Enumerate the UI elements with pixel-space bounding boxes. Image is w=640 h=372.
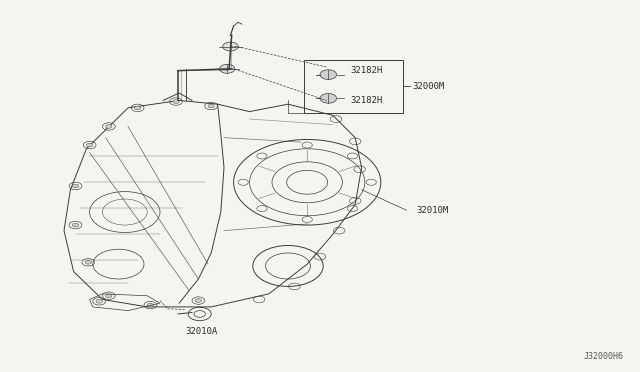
Circle shape [106, 125, 112, 128]
Circle shape [106, 294, 112, 298]
Circle shape [72, 223, 79, 227]
Circle shape [208, 104, 214, 108]
Circle shape [147, 303, 154, 307]
Circle shape [134, 106, 141, 110]
Text: J32000H6: J32000H6 [584, 352, 624, 361]
Circle shape [173, 100, 179, 103]
Circle shape [96, 299, 102, 303]
Circle shape [72, 184, 79, 188]
Text: 32182H: 32182H [351, 96, 383, 105]
Circle shape [220, 64, 235, 73]
Text: 32182H: 32182H [351, 66, 383, 75]
Text: 32000M: 32000M [413, 82, 445, 91]
Circle shape [85, 260, 92, 264]
Bar [304, 60, 403, 113]
Circle shape [320, 93, 337, 103]
Text: 32010M: 32010M [416, 206, 448, 215]
Circle shape [223, 42, 238, 51]
Text: 32010A: 32010A [186, 327, 218, 336]
Circle shape [195, 299, 202, 302]
Circle shape [320, 70, 337, 80]
Circle shape [86, 143, 93, 147]
